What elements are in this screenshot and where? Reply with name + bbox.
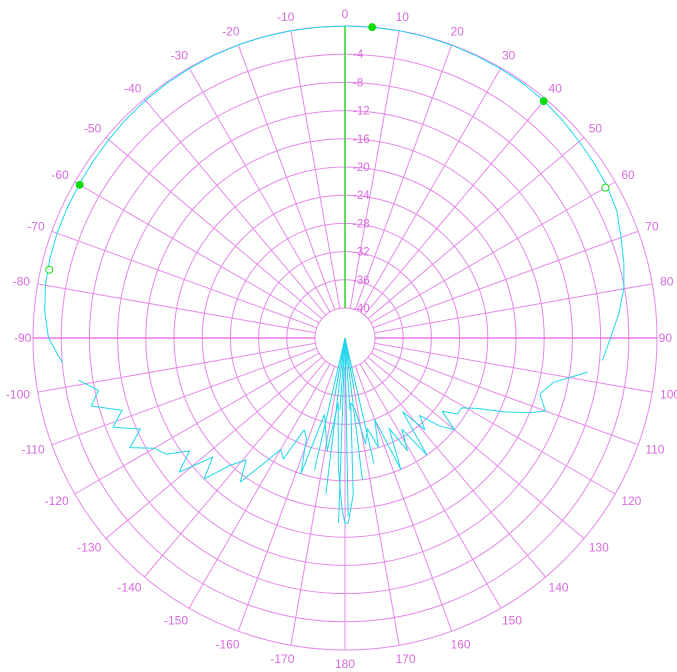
grid-spoke-minus-60 — [74, 181, 320, 324]
rear-spike-1 — [339, 337, 346, 411]
angle-label-minus-110: -110 — [22, 442, 45, 456]
angle-label-10: 10 — [396, 10, 410, 24]
grid-spoke-20 — [354, 44, 453, 310]
rear-spike-7 — [344, 337, 363, 480]
grid-spoke-150 — [359, 363, 502, 609]
angle-label-90: 90 — [659, 331, 673, 345]
pattern-marker-3 — [75, 180, 84, 189]
angle-label-minus-130: -130 — [77, 541, 101, 555]
radial-label-minus-16: -16 — [353, 134, 370, 146]
grid-spoke-minus-10 — [290, 30, 341, 309]
angle-label-minus-10: -10 — [277, 10, 295, 24]
radial-label-minus-24: -24 — [353, 190, 370, 202]
radial-label-minus-8: -8 — [353, 77, 363, 89]
rear-spike-4 — [313, 337, 346, 471]
pattern-markers — [45, 23, 610, 274]
angle-label-minus-40: -40 — [124, 81, 142, 95]
grid-spoke-minus-150 — [188, 363, 331, 609]
angle-label-minus-70: -70 — [27, 220, 45, 234]
grid-spoke-120 — [370, 352, 616, 495]
radial-label-minus-4: -4 — [353, 49, 364, 61]
grid-spoke-minus-70 — [51, 230, 317, 329]
angle-label-minus-140: -140 — [117, 581, 141, 595]
rear-spike-5 — [344, 337, 375, 464]
angle-label-minus-160: -160 — [215, 637, 239, 651]
grid-spoke-50 — [367, 137, 585, 320]
angle-label-minus-100: -100 — [6, 388, 30, 402]
grid-spoke-40 — [363, 98, 546, 316]
grid-spoke-minus-110 — [51, 347, 317, 446]
radial-label-minus-36: -36 — [353, 275, 370, 287]
grid-spoke-170 — [349, 367, 400, 646]
grid-spoke-30 — [359, 67, 502, 313]
angle-label-40: 40 — [549, 81, 563, 95]
rear-spike-3 — [334, 337, 346, 396]
angle-label-minus-150: -150 — [164, 613, 188, 627]
grid-spoke-minus-30 — [188, 67, 331, 313]
angle-label-130: 130 — [589, 541, 609, 555]
angle-label-30: 30 — [502, 49, 516, 63]
grid-spoke-80 — [374, 283, 653, 334]
angle-label-150: 150 — [502, 613, 522, 627]
angle-label-100: 100 — [660, 388, 677, 402]
pattern-marker-4 — [45, 265, 54, 274]
radial-label-minus-32: -32 — [353, 247, 370, 259]
grid-spoke-minus-130 — [105, 356, 323, 539]
rear-spike-8 — [344, 337, 351, 411]
main-lobe-trace — [44, 25, 625, 363]
angle-label-140: 140 — [549, 581, 569, 595]
grid-spoke-minus-170 — [290, 367, 341, 646]
pattern-marker-0 — [368, 23, 377, 32]
pattern-traces — [44, 25, 625, 524]
grid-spoke-minus-50 — [105, 137, 323, 320]
grid-spoke-100 — [374, 342, 653, 393]
angle-label-minus-90: -90 — [14, 331, 32, 345]
angle-label-80: 80 — [660, 274, 674, 288]
grid-spoke-minus-40 — [144, 98, 327, 316]
angle-label-160: 160 — [450, 637, 470, 651]
angle-label-0: 0 — [342, 7, 349, 21]
grid-spoke-160 — [354, 366, 453, 632]
angle-label-170: 170 — [396, 652, 416, 666]
angle-label-110: 110 — [645, 442, 664, 456]
angle-label-minus-20: -20 — [222, 25, 240, 39]
angle-label-70: 70 — [645, 220, 659, 234]
angle-label-minus-80: -80 — [13, 274, 31, 288]
radial-label-minus-40: -40 — [353, 303, 370, 315]
angle-label-minus-170: -170 — [270, 652, 294, 666]
grid-spoke-10 — [349, 30, 400, 309]
grid-spoke-70 — [373, 230, 639, 329]
rear-spike-9 — [344, 337, 349, 517]
angle-label-minus-60: -60 — [51, 168, 69, 182]
grid-spoke-minus-140 — [144, 360, 327, 578]
angle-label-minus-50: -50 — [84, 121, 102, 135]
grid-spoke-minus-80 — [37, 283, 316, 334]
angle-label-120: 120 — [621, 494, 641, 508]
grid-spoke-minus-160 — [237, 366, 336, 632]
angle-label-180: 180 — [335, 657, 355, 671]
axis-labels: 0 10 20 30 40 50 60 70 80 90 100 110 120 130 140 150 160… — [6, 7, 677, 671]
radial-label-minus-20: -20 — [353, 162, 370, 174]
angle-label-60: 60 — [621, 168, 635, 182]
pattern-marker-2 — [601, 183, 610, 192]
radial-label-minus-28: -28 — [353, 218, 370, 230]
angle-label-minus-120: -120 — [45, 494, 69, 508]
grid-spoke-minus-120 — [74, 352, 320, 495]
pattern-marker-1 — [539, 97, 548, 106]
rear-spike-0 — [338, 337, 346, 524]
rear-lobe-trace — [78, 371, 588, 524]
rear-spike-2 — [325, 337, 346, 494]
radial-label-minus-12: -12 — [353, 106, 370, 118]
angle-label-20: 20 — [450, 25, 464, 39]
grid-spoke-110 — [373, 347, 639, 446]
angle-label-minus-30: -30 — [171, 49, 189, 63]
grid-spoke-60 — [370, 181, 616, 324]
angle-label-50: 50 — [589, 121, 603, 135]
grid-spoke-minus-100 — [37, 342, 316, 393]
grid-spoke-130 — [367, 356, 585, 539]
grid-spoke-minus-20 — [237, 44, 336, 310]
grid-spoke-140 — [363, 360, 546, 578]
